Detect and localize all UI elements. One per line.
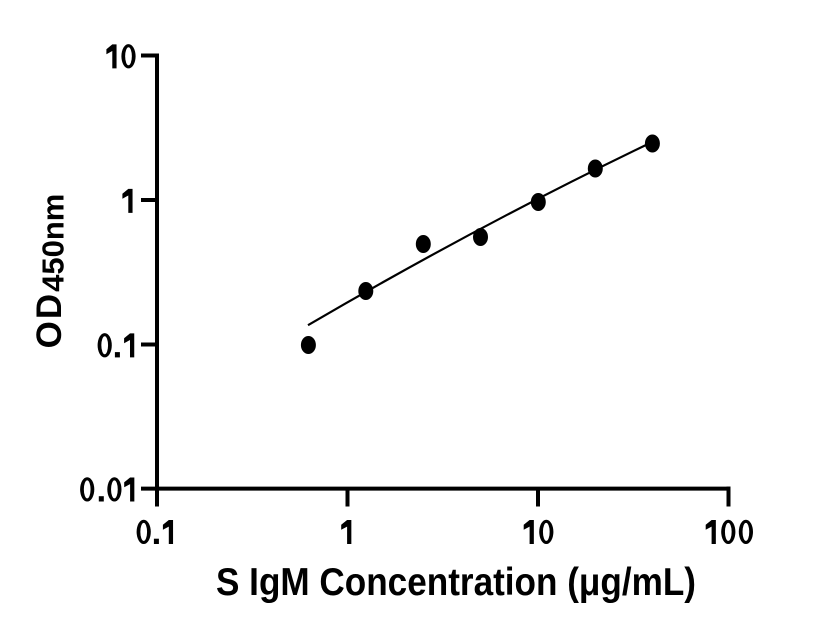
svg-text:OD450nm: OD450nm bbox=[30, 194, 71, 349]
svg-text:S IgM Concentration (μg/mL): S IgM Concentration (μg/mL) bbox=[216, 561, 696, 604]
